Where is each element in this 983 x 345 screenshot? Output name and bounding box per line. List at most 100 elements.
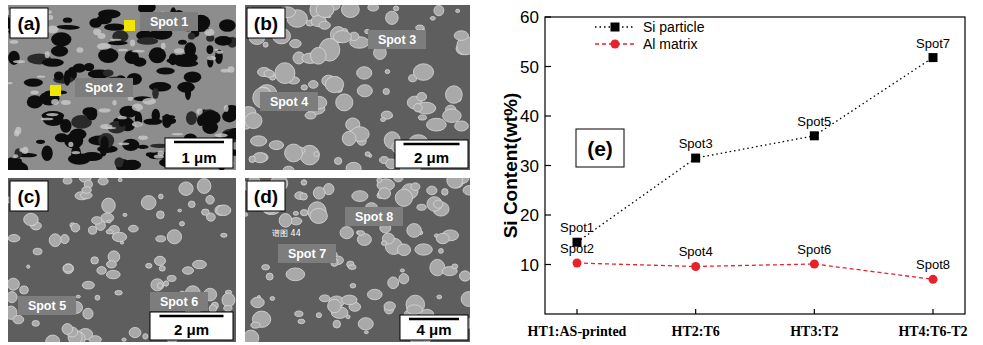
network	[97, 43, 111, 50]
network	[22, 147, 28, 154]
panel-label-box	[247, 8, 285, 38]
particle	[83, 308, 93, 319]
particle	[439, 248, 444, 253]
particle	[381, 118, 386, 122]
pore	[180, 54, 192, 63]
network	[13, 154, 18, 158]
pore	[103, 70, 114, 77]
particle	[159, 266, 165, 271]
point-label: Spot1	[560, 220, 594, 235]
micrograph	[5, 175, 236, 345]
x-tick-label: HT1:AS-printed	[528, 324, 627, 339]
particle	[275, 63, 295, 84]
network	[98, 33, 106, 39]
particle	[112, 232, 126, 241]
particle	[340, 227, 353, 239]
data-point	[929, 53, 938, 62]
particle	[381, 241, 386, 246]
particle	[262, 265, 270, 270]
particle	[251, 322, 260, 328]
pore	[225, 105, 239, 115]
network	[61, 100, 71, 105]
particle	[301, 180, 307, 185]
particle	[63, 264, 73, 274]
particle	[407, 224, 422, 238]
data-point	[573, 259, 582, 268]
particle	[414, 104, 423, 112]
particle	[82, 281, 94, 289]
particle	[95, 295, 100, 300]
particle	[46, 335, 60, 345]
network	[154, 154, 164, 158]
particle	[357, 67, 372, 79]
particle	[436, 233, 449, 243]
particle	[417, 92, 427, 101]
network	[118, 142, 129, 145]
particle	[399, 274, 409, 284]
particle	[406, 295, 425, 314]
network	[207, 56, 216, 60]
network	[174, 48, 185, 54]
particle	[367, 289, 382, 299]
spot-box	[345, 207, 403, 226]
pore	[137, 145, 149, 149]
particle	[311, 47, 327, 64]
spot-box	[140, 12, 198, 31]
particle	[445, 86, 462, 104]
network	[41, 118, 54, 121]
particle	[192, 260, 206, 268]
pore	[41, 145, 52, 160]
pore	[186, 111, 197, 125]
particle	[178, 209, 182, 212]
pore	[149, 82, 171, 92]
particle	[328, 299, 342, 312]
particle	[430, 17, 435, 21]
particle	[167, 275, 176, 281]
particle	[206, 213, 215, 221]
particle	[63, 264, 73, 272]
particle	[146, 263, 152, 268]
network	[51, 99, 59, 105]
particle	[352, 191, 368, 202]
particle	[313, 187, 325, 199]
network	[214, 49, 219, 51]
y-tick-label: 20	[520, 206, 539, 225]
particle	[413, 64, 433, 81]
spot-box	[18, 296, 76, 315]
pore	[188, 33, 195, 40]
spot-label: Spot 4	[270, 95, 308, 109]
particle	[411, 183, 420, 191]
particle	[443, 109, 462, 123]
x-tick	[814, 309, 815, 314]
pore	[51, 46, 68, 57]
particle	[384, 302, 395, 311]
network	[118, 49, 128, 51]
y-tick	[545, 66, 551, 67]
spot-box	[150, 292, 208, 311]
particle	[143, 334, 148, 339]
particle	[325, 76, 343, 92]
particle	[286, 268, 305, 281]
particle	[159, 194, 164, 199]
particle	[224, 305, 232, 311]
pore	[64, 70, 71, 86]
x-tick	[932, 309, 933, 314]
pore	[219, 19, 236, 32]
pore	[51, 32, 71, 46]
particle	[407, 305, 423, 315]
pore	[201, 110, 221, 125]
pore	[104, 23, 125, 30]
panel-label: (a)	[17, 13, 40, 34]
point-label: Spot8	[916, 257, 950, 272]
particle	[98, 177, 108, 184]
y-tick-label: 50	[520, 58, 539, 77]
pore	[143, 118, 162, 124]
particle	[442, 189, 448, 196]
particle	[245, 113, 262, 129]
particle	[129, 327, 141, 337]
particle	[418, 115, 426, 120]
panel-label: (d)	[254, 186, 278, 207]
y-tick-label: 30	[520, 157, 539, 176]
particle	[314, 152, 320, 157]
particle	[13, 315, 24, 323]
